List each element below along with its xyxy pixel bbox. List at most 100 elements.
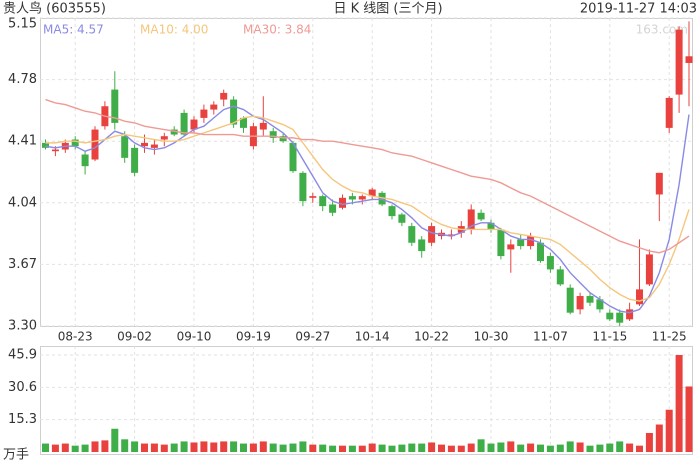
candle-body [289, 142, 297, 172]
volume-bar [51, 444, 59, 452]
candle-body [685, 56, 693, 63]
volume-bar [299, 441, 307, 452]
x-tick-label: 09-10 [177, 330, 212, 344]
volume-bar [447, 445, 455, 452]
candle-body [418, 239, 426, 252]
volume-bar [91, 441, 99, 452]
volume-bar [566, 441, 574, 452]
volume-bar [160, 444, 168, 452]
y-tick-label: 4.04 [8, 195, 37, 210]
y-tick-label: 45.9 [8, 348, 37, 363]
volume-bar [368, 443, 376, 452]
candle-body [240, 117, 247, 128]
volume-bar [210, 442, 218, 452]
candle-body [626, 309, 634, 320]
legend-entry: MA5: 4.57 [43, 23, 104, 37]
volume-bar [576, 442, 584, 452]
volume-bar [131, 441, 139, 452]
candle-body [636, 289, 643, 305]
volume-bar [606, 443, 614, 452]
volume-bar [71, 445, 79, 452]
y-tick-label: 15.3 [8, 412, 37, 427]
x-tick-label: 09-19 [236, 330, 271, 344]
volume-bar [507, 441, 515, 452]
candle-body [131, 147, 139, 173]
volume-bar [279, 444, 287, 452]
candle-body [655, 172, 663, 195]
x-tick-label: 10-30 [474, 330, 509, 344]
volume-bar [388, 445, 396, 452]
volume-bar [81, 444, 89, 452]
volume-bar [655, 424, 663, 452]
candle-body [428, 226, 436, 243]
ma-line [45, 98, 690, 254]
candle-body [388, 206, 396, 217]
candle-body [319, 196, 327, 207]
stock-name: 贵人鸟 (603555) [3, 1, 106, 17]
x-tick-label: 09-02 [117, 330, 152, 344]
volume-bar [329, 445, 337, 452]
candle-body [606, 312, 614, 320]
volume-bar [249, 443, 257, 452]
volume-bar [180, 441, 188, 452]
x-tick-label: 10-22 [414, 330, 449, 344]
candle-body [180, 112, 188, 135]
volume-bar [645, 432, 653, 452]
volume-bar [378, 444, 386, 452]
volume-bar [418, 443, 426, 452]
candle-body [190, 119, 198, 130]
x-tick-label: 08-23 [58, 330, 93, 344]
volume-bar [665, 409, 673, 452]
volume-bar [121, 439, 129, 452]
volume-bar [616, 441, 624, 452]
candle-body [556, 269, 564, 285]
candle-body [299, 172, 307, 202]
candle-body [279, 136, 287, 142]
x-tick-label: 10-14 [355, 330, 390, 344]
volume-bar [477, 439, 485, 452]
candle-body [517, 239, 525, 247]
volume-bar [170, 443, 178, 452]
y-tick-label: 5.15 [8, 17, 37, 32]
candle-body [675, 29, 683, 95]
x-tick-label: 11-25 [652, 330, 687, 344]
volume-bar [61, 443, 69, 452]
volume-bar [358, 445, 366, 452]
candle-body [51, 149, 59, 152]
volume-bar [141, 443, 148, 452]
volume-bar [398, 444, 406, 452]
candle-body [170, 129, 178, 135]
candle-body [645, 254, 653, 285]
x-tick-label: 09-27 [295, 330, 330, 344]
volume-bar [289, 443, 297, 452]
y-tick-label: 30.6 [8, 380, 37, 395]
candle-body [121, 136, 129, 158]
volume-bar [150, 443, 158, 452]
y-tick-label: 3.67 [8, 257, 37, 272]
candle-body [566, 287, 574, 313]
volume-frame [40, 346, 693, 455]
candle-body [220, 92, 228, 100]
candle-body [487, 222, 495, 230]
volume-bar [636, 445, 643, 452]
y-tick-label: 4.41 [8, 134, 37, 149]
volume-bar [339, 445, 346, 452]
candle-body [477, 212, 485, 220]
candle-body [408, 226, 416, 243]
candle-body [269, 131, 277, 138]
ma-line [45, 115, 690, 302]
candle-body [467, 209, 475, 230]
volume-bar [527, 443, 535, 452]
volume-bar [457, 445, 465, 452]
volume-bar [556, 444, 564, 452]
volume-bar [685, 386, 693, 452]
volume-bar [111, 428, 119, 452]
price-frame [40, 18, 693, 327]
volume-bar [348, 445, 356, 452]
volume-bar [626, 443, 634, 452]
volume-bar [537, 444, 544, 452]
candle-body [339, 197, 346, 208]
candle-body [447, 234, 455, 237]
timestamp: 2019-11-27 14:03 [580, 2, 697, 17]
